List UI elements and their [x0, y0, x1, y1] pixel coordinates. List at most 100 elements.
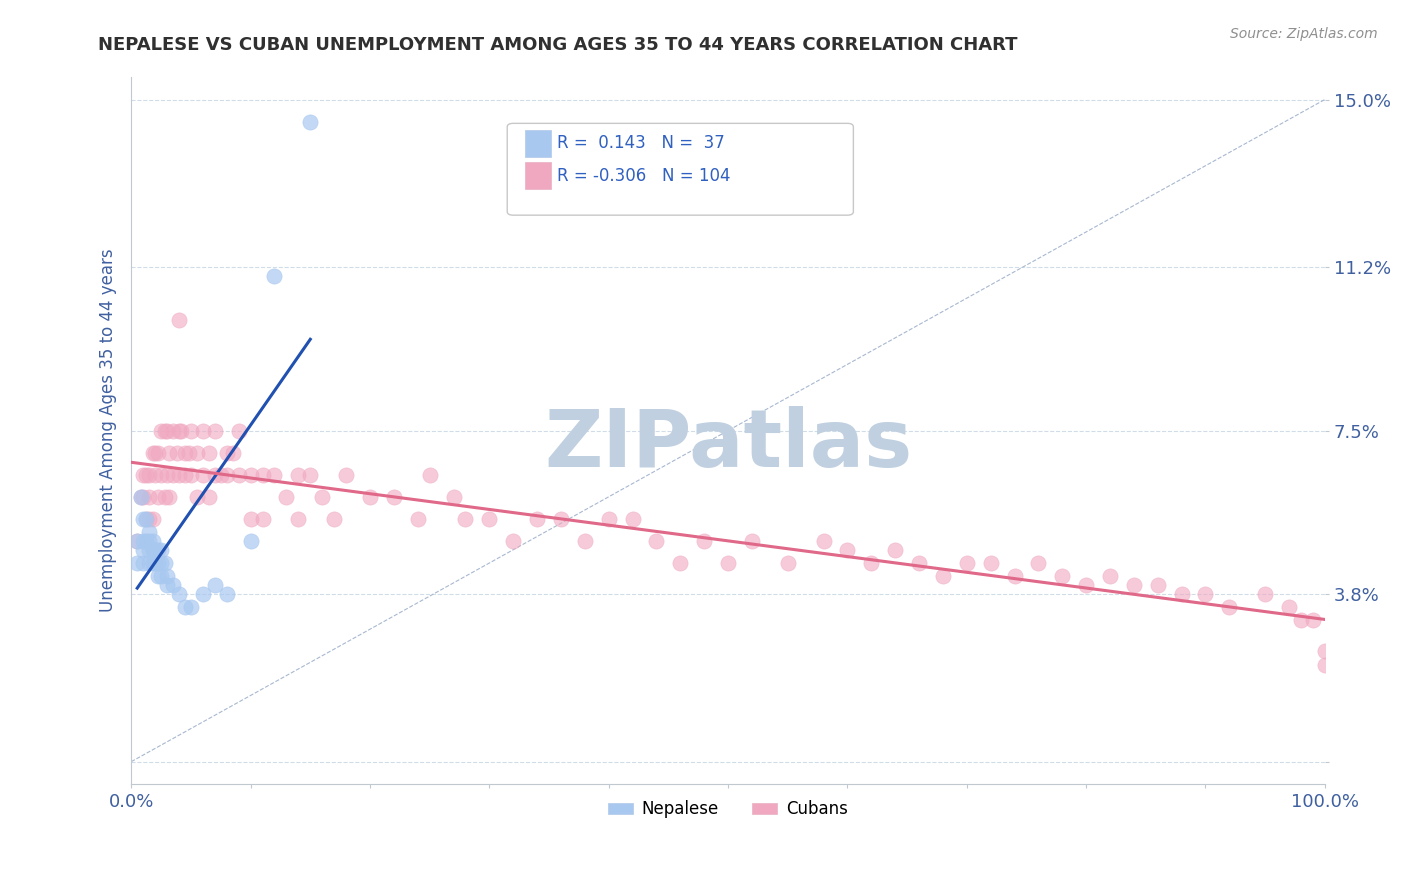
Point [174, 445, 197, 459]
Point [1170, 587, 1192, 601]
Point [153, 490, 176, 504]
Text: Source: ZipAtlas.com: Source: ZipAtlas.com [1230, 27, 1378, 41]
Point [138, 556, 160, 570]
Point [860, 556, 883, 570]
Point [323, 512, 346, 526]
Point [191, 467, 214, 482]
Point [209, 467, 232, 482]
Point [142, 512, 165, 526]
Point [132, 556, 155, 570]
Point [239, 533, 262, 548]
Point [311, 490, 333, 504]
Point [129, 490, 152, 504]
Point [159, 445, 181, 459]
Point [454, 512, 477, 526]
Point [598, 512, 620, 526]
Point [138, 512, 160, 526]
Point [239, 467, 262, 482]
Point [252, 467, 274, 482]
Point [132, 542, 155, 557]
Point [186, 445, 208, 459]
Point [406, 512, 429, 526]
Point [142, 445, 165, 459]
Point [884, 542, 907, 557]
Point [135, 533, 157, 548]
Point [1028, 556, 1050, 570]
Point [1278, 600, 1301, 615]
Point [156, 569, 179, 583]
Point [138, 533, 160, 548]
Point [693, 533, 716, 548]
Point [263, 467, 285, 482]
Point [299, 467, 322, 482]
Point [299, 114, 322, 128]
Point [156, 578, 179, 592]
Point [146, 569, 169, 583]
Point [143, 542, 166, 557]
Point [153, 556, 176, 570]
Point [1074, 578, 1097, 592]
Point [150, 556, 173, 570]
Point [222, 445, 245, 459]
Point [153, 424, 176, 438]
Point [167, 313, 190, 327]
Point [1146, 578, 1168, 592]
Point [132, 512, 155, 526]
Point [526, 512, 548, 526]
Point [776, 556, 799, 570]
Point [143, 556, 166, 570]
Point [156, 424, 179, 438]
Point [287, 467, 309, 482]
Point [1313, 657, 1336, 672]
Point [228, 467, 250, 482]
Point [167, 467, 190, 482]
Point [138, 525, 160, 540]
Point [135, 512, 157, 526]
Point [174, 600, 197, 615]
Point [198, 490, 221, 504]
Point [191, 587, 214, 601]
Point [180, 600, 202, 615]
Point [146, 490, 169, 504]
Point [335, 467, 357, 482]
Point [174, 467, 197, 482]
Legend: Nepalese, Cubans: Nepalese, Cubans [602, 794, 855, 825]
Point [135, 467, 157, 482]
Point [359, 490, 381, 504]
Point [162, 467, 184, 482]
Point [1289, 614, 1312, 628]
Y-axis label: Unemployment Among Ages 35 to 44 years: Unemployment Among Ages 35 to 44 years [100, 249, 117, 613]
Point [162, 578, 184, 592]
Point [150, 569, 173, 583]
Point [156, 467, 179, 482]
Point [419, 467, 441, 482]
Point [645, 533, 668, 548]
Point [150, 424, 173, 438]
Point [204, 424, 226, 438]
Text: R = -0.306   N = 104: R = -0.306 N = 104 [557, 167, 731, 185]
Point [180, 424, 202, 438]
Point [502, 533, 524, 548]
Point [150, 467, 173, 482]
Point [215, 587, 238, 601]
Point [980, 556, 1002, 570]
Point [186, 490, 208, 504]
Point [932, 569, 955, 583]
Point [215, 467, 238, 482]
FancyBboxPatch shape [524, 162, 551, 189]
Point [478, 512, 501, 526]
Point [574, 533, 596, 548]
Point [138, 490, 160, 504]
Text: R =  0.143   N =  37: R = 0.143 N = 37 [557, 134, 725, 153]
FancyBboxPatch shape [524, 129, 551, 156]
Point [382, 490, 405, 504]
Point [717, 556, 740, 570]
Point [132, 490, 155, 504]
Point [132, 533, 155, 548]
Point [142, 533, 165, 548]
Point [1004, 569, 1026, 583]
Point [180, 467, 202, 482]
Point [252, 512, 274, 526]
Point [127, 533, 149, 548]
Point [146, 542, 169, 557]
